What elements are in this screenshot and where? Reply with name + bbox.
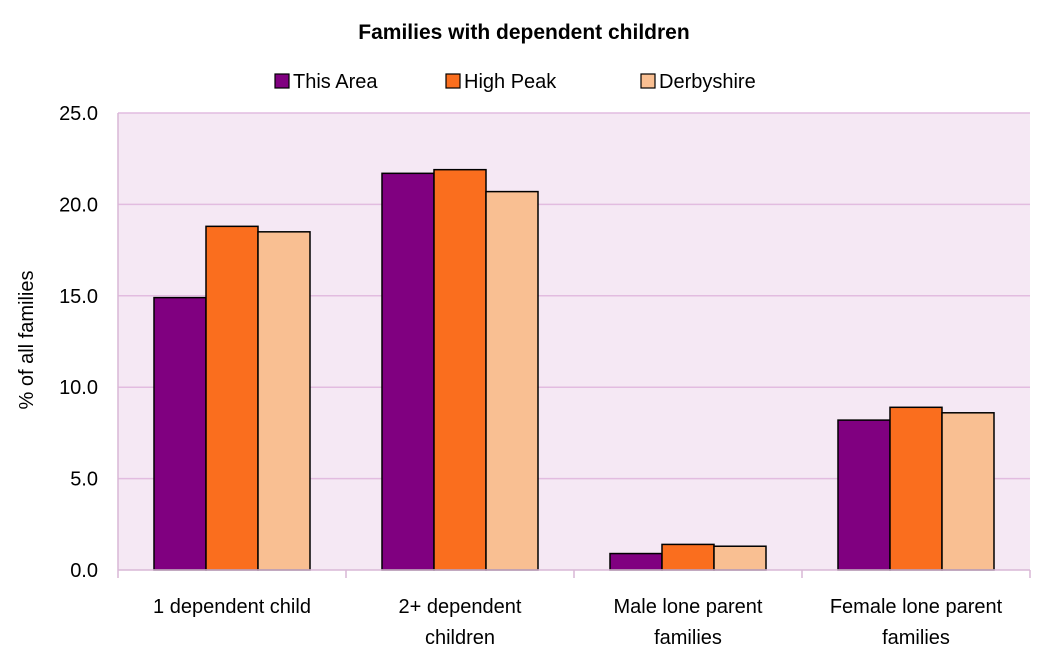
bar-derbyshire (713, 545, 767, 571)
y-tick-label: 5.0 (70, 469, 98, 491)
x-category-label: families (882, 627, 950, 644)
x-category-label: 1 dependent child (153, 596, 311, 618)
bar-high-peak (661, 543, 715, 571)
bar-derbyshire (257, 231, 311, 571)
legend: This Area High Peak Derbyshire (274, 71, 756, 93)
y-tick-label: 25.0 (59, 103, 98, 125)
x-category-label: Female lone parent (830, 596, 1003, 618)
bar-this-area (837, 419, 891, 571)
y-tick-label: 0.0 (70, 560, 98, 582)
bar-derbyshire (485, 190, 539, 571)
bar-this-area (609, 552, 663, 571)
bar-this-area (153, 296, 207, 571)
y-tick-label: 20.0 (59, 194, 98, 216)
bar-high-peak (433, 168, 487, 571)
legend-label: High Peak (464, 71, 557, 93)
bars (153, 168, 995, 571)
legend-label: This Area (293, 71, 378, 93)
bar-high-peak (889, 406, 943, 571)
bar-high-peak (205, 225, 259, 571)
legend-swatch (445, 73, 461, 89)
chart-title: Families with dependent children (358, 21, 689, 44)
bar-this-area (381, 172, 435, 571)
bar-derbyshire (941, 412, 995, 571)
y-axis-title: % of all families (16, 271, 38, 410)
legend-label: Derbyshire (659, 71, 756, 93)
legend-swatch (274, 73, 290, 89)
y-tick-label: 10.0 (59, 377, 98, 399)
y-tick-labels: 0.0 5.0 10.0 15.0 20.0 25.0 (59, 103, 98, 582)
x-category-label: children (425, 627, 495, 644)
y-tick-label: 15.0 (59, 286, 98, 308)
x-category-label: Male lone parent (614, 596, 763, 618)
legend-swatch (640, 73, 656, 89)
x-category-label: families (654, 627, 722, 644)
axes (117, 113, 1031, 578)
x-category-labels: 1 dependent child 2+ dependent children Mal… (153, 596, 1003, 649)
x-category-label: 2+ dependent (399, 596, 522, 618)
